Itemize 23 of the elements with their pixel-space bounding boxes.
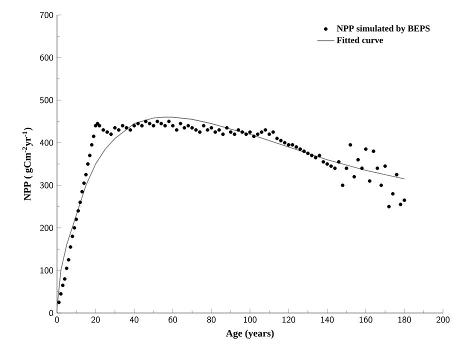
legend-label: Fitted curve — [336, 36, 384, 44]
y-axis-title: NPP ( gCm$^{-2}$yr$^{-1}$) — [22, 128, 33, 201]
x-tick-label: 40 — [130, 316, 138, 323]
x-tick-label: 100 — [244, 316, 257, 323]
y-tick-label: 300 — [40, 182, 54, 188]
x-tick-label: 160 — [360, 316, 372, 323]
x-tick-label: 140 — [321, 316, 334, 323]
y-tick-label: 100 — [40, 267, 54, 274]
y-tick-label: 500 — [40, 97, 54, 104]
y-tick-label: 200 — [40, 224, 54, 231]
x-tick-label: 0 — [55, 316, 59, 323]
x-axis-title: Age (years) — [226, 330, 274, 339]
y-tick-label: 400 — [40, 140, 54, 146]
x-tick-label: 80 — [207, 316, 216, 323]
x-tick-label: 120 — [282, 316, 296, 323]
x-tick-label: 20 — [91, 316, 100, 323]
y-tick-label: 700 — [40, 12, 54, 18]
legend-label: NPP simulated by BEPS — [336, 25, 430, 34]
x-tick-label: 200 — [436, 316, 450, 323]
y-tick-label: 600 — [40, 54, 54, 61]
x-tick-label: 180 — [398, 316, 411, 323]
x-tick-label: 60 — [168, 316, 178, 323]
y-tick-label: 0 — [49, 310, 54, 316]
